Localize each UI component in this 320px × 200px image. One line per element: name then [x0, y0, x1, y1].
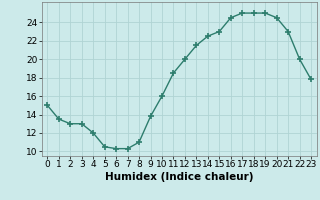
- X-axis label: Humidex (Indice chaleur): Humidex (Indice chaleur): [105, 172, 253, 182]
